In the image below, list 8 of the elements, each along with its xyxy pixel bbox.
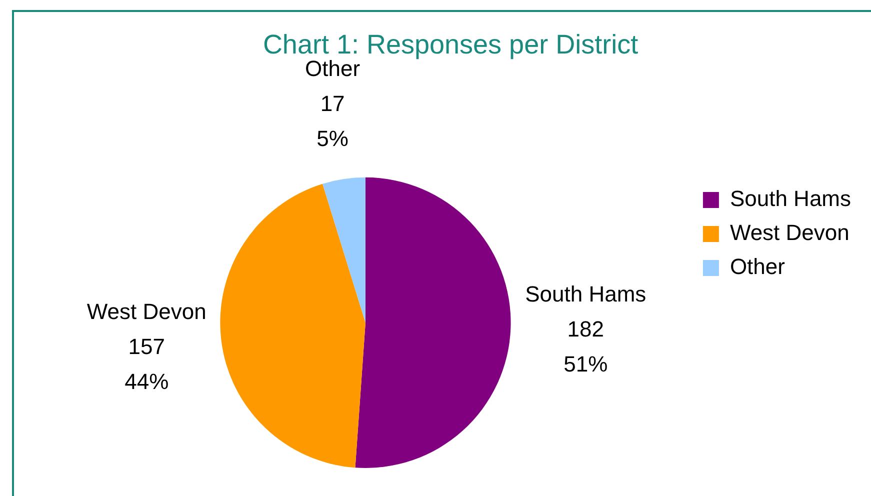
data-label: 17 5% [316, 90, 348, 151]
data-label: 157 44% [124, 334, 169, 394]
slice-label: West Devon [86, 298, 206, 324]
data-label: 182 51% [564, 316, 608, 377]
legend-label: South Hams [730, 186, 852, 212]
legend-label: West Devon [730, 220, 850, 246]
slice-label: South Hams [525, 282, 646, 307]
legend-label: Other [730, 254, 785, 280]
